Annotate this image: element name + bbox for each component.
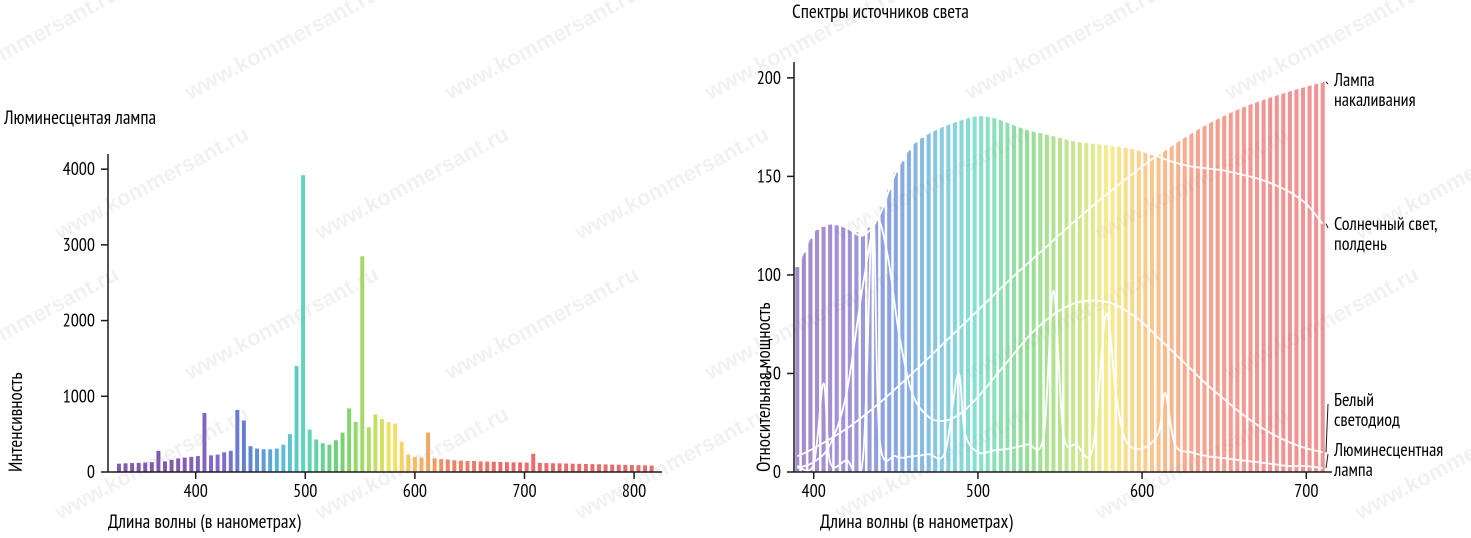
ytick-label: 200 <box>757 66 781 89</box>
svg-text:www.kommersant.ru: www.kommersant.ru <box>440 261 643 385</box>
xtick-label: 600 <box>403 479 427 502</box>
svg-text:www.kommersant.ru: www.kommersant.ru <box>180 0 383 105</box>
chart-right-ylabel: Относительная мощность <box>752 302 776 472</box>
xtick-label: 700 <box>1294 479 1318 502</box>
xtick-label: 700 <box>512 479 536 502</box>
ytick-label: 0 <box>773 460 781 483</box>
legend-white_led: Белыйсветодиод <box>1334 388 1400 431</box>
xtick-label: 400 <box>184 479 208 502</box>
xtick-label: 800 <box>622 479 646 502</box>
svg-text:www.kommersant.ru: www.kommersant.ru <box>310 121 513 245</box>
ytick-label: 50 <box>765 361 781 384</box>
ytick-label: 1000 <box>63 384 95 407</box>
chart-light-source-spectra: Спектры источников света Длина волны (в н… <box>752 0 1443 534</box>
chart-left-title: Люминесцентая лампа <box>3 106 156 130</box>
svg-text:www.kommersant.ru: www.kommersant.ru <box>960 0 1163 105</box>
legend-sunlight: Солнечный свет,полдень <box>1334 212 1438 255</box>
xtick-label: 500 <box>966 479 990 502</box>
ytick-label: 3000 <box>63 233 95 256</box>
xtick-label: 500 <box>293 479 317 502</box>
svg-text:www.kommersant.ru: www.kommersant.ru <box>570 121 773 245</box>
ytick-label: 0 <box>87 460 95 483</box>
svg-text:www.kommersant.ru: www.kommersant.ru <box>570 401 773 525</box>
ytick-label: 4000 <box>63 157 95 180</box>
chart-right-title: Спектры источников света <box>792 0 969 24</box>
ytick-label: 100 <box>757 263 781 286</box>
svg-text:www.kommersant.ru: www.kommersant.ru <box>0 0 123 105</box>
svg-text:www.kommersant.ru: www.kommersant.ru <box>700 261 903 385</box>
chart-left-xlabel: Длина волны (в нанометрах) <box>108 510 301 534</box>
chart-right-xlabel: Длина волны (в нанометрах) <box>820 510 1013 534</box>
svg-text:www.kommersant.ru: www.kommersant.ru <box>440 0 643 105</box>
svg-text:www.kommersant.ru: www.kommersant.ru <box>0 261 123 385</box>
svg-text:www.kommersant.ru: www.kommersant.ru <box>50 121 253 245</box>
xtick-label: 400 <box>802 479 826 502</box>
svg-text:www.kommersant.ru: www.kommersant.ru <box>180 261 383 385</box>
xtick-label: 600 <box>1130 479 1154 502</box>
chart-left-ylabel: Интенсивность <box>4 372 28 472</box>
ytick-label: 2000 <box>63 309 95 332</box>
legend-incandescent: Лампанакаливания <box>1333 68 1416 111</box>
ytick-label: 150 <box>757 164 781 187</box>
